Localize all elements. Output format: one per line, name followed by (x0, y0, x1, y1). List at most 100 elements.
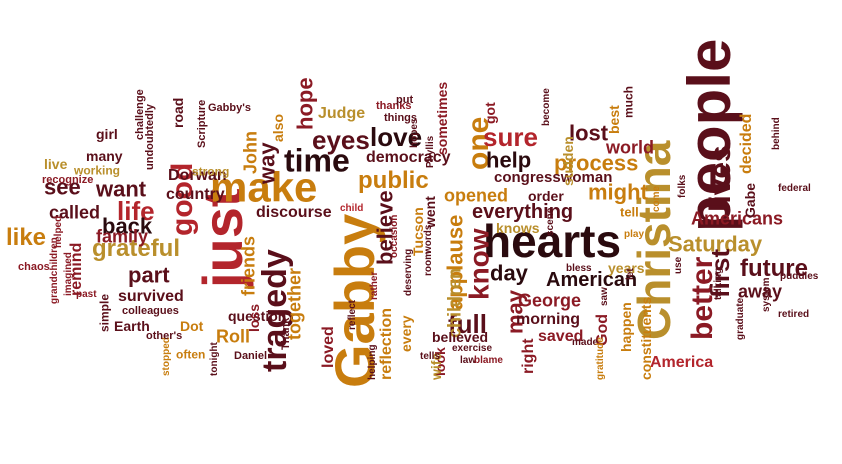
word-often: often (176, 347, 206, 362)
word-decided: decided (738, 113, 756, 174)
word-believed: believed (432, 328, 489, 345)
word-order: order (528, 187, 564, 204)
word-thank: Thank (280, 317, 293, 350)
word-gabby-s: Gabby's (208, 102, 251, 115)
word-live: live (44, 155, 68, 172)
word-eyes: eyes (312, 125, 370, 156)
word-scene: scene (545, 207, 556, 236)
word-lives: lives (704, 145, 737, 212)
word-process: process (554, 150, 639, 176)
word-full: full (448, 309, 487, 340)
word-let: let (625, 268, 636, 280)
word-children: children (444, 267, 465, 338)
word-everything: everything (472, 201, 574, 223)
word-want: want (96, 176, 147, 202)
word-right: right (520, 338, 538, 374)
word-dorwan: Dorwan (168, 167, 227, 185)
word-opened: opened (444, 185, 509, 206)
word-past: past (76, 289, 97, 300)
word-retired: retired (778, 309, 810, 320)
word-saw: saw (599, 287, 610, 306)
word-years: years (608, 259, 645, 276)
word-help: help (486, 147, 532, 173)
word-judge: Judge (318, 105, 366, 123)
word-democracy: democracy (366, 149, 451, 167)
word-phyllis: Phyllis (425, 135, 436, 168)
word-words: words (423, 224, 434, 254)
word-dot: Dot (180, 317, 204, 334)
word-working: working (74, 163, 121, 178)
word-tonight: tonight (209, 342, 220, 376)
word-road: road (169, 97, 186, 128)
word-bless: bless (566, 263, 592, 274)
word-george: George (518, 290, 582, 311)
word-folks: folks (677, 174, 688, 198)
word-exercise: exercise (452, 343, 493, 354)
word-daniel: Daniel (234, 350, 268, 363)
word-law: law (460, 355, 477, 366)
word-thanks: thanks (376, 100, 412, 113)
word-away: away (738, 281, 783, 302)
word-earth: Earth (114, 317, 150, 334)
word-things: things (384, 112, 417, 125)
word-country: country (166, 186, 225, 204)
word-public: public (358, 166, 429, 194)
word-simple: simple (97, 293, 112, 332)
word-strong: strong (192, 164, 230, 179)
word-federal: federal (778, 183, 811, 194)
word-world: world (606, 137, 654, 158)
word-child: child (340, 203, 364, 214)
word-family: family (96, 226, 149, 247)
word-might: might (588, 179, 648, 205)
word-other-s: other's (146, 330, 183, 343)
word-american: American (546, 269, 638, 291)
word-got: got (481, 102, 498, 124)
word-made: made (572, 337, 599, 348)
word-saturday: Saturday (668, 231, 763, 257)
word-every: every (397, 315, 414, 352)
word-morning: morning (516, 311, 580, 329)
word-play: play (624, 229, 645, 240)
word-use: use (673, 256, 684, 274)
word-loved: loved (320, 326, 338, 368)
word-discourse: discourse (256, 204, 332, 222)
word-puddles: puddles (780, 271, 819, 282)
word-many: many (86, 147, 123, 164)
word-knows: knows (496, 219, 540, 236)
word-day: day (490, 260, 528, 286)
word-chaos: chaos (18, 261, 50, 274)
word-saved: saved (538, 328, 584, 346)
word-make: make (210, 163, 318, 211)
word-behind: behind (771, 117, 782, 150)
word-loss: loss (245, 303, 262, 332)
word-come: come (651, 185, 662, 212)
word-best: best (605, 105, 622, 134)
word-become: become (541, 88, 552, 126)
word-undoubtedly: undoubtedly (144, 104, 157, 170)
word-future: future (740, 254, 808, 282)
word-americans: Americans (691, 208, 784, 229)
word-talking: talking (713, 267, 724, 300)
word-stopped: stopped (161, 337, 172, 376)
word-sudden: sudden (559, 136, 576, 186)
word-part: part (128, 262, 170, 288)
word-blame: blame (474, 355, 503, 366)
word-called: called (49, 202, 101, 223)
word-colleagues: colleagues (122, 305, 179, 318)
word-question: question (228, 307, 287, 324)
word-much: much (621, 85, 636, 118)
word-john: John (240, 131, 261, 174)
word-congresswoman: congresswoman (494, 169, 613, 186)
word-scripture: Scripture (196, 99, 209, 148)
word-constituents: constituents (637, 296, 654, 380)
word-occasion: occasion (389, 214, 400, 258)
word-time: time (284, 142, 350, 179)
word-rather: rather (369, 271, 380, 300)
word-imagined: imagined (63, 252, 74, 296)
word-tells: tells (420, 351, 441, 362)
word-hopes: hopes (409, 118, 420, 148)
word-sure: sure (483, 122, 538, 153)
word-put: put (396, 94, 414, 107)
word-sometimes: sometimes (433, 81, 450, 155)
